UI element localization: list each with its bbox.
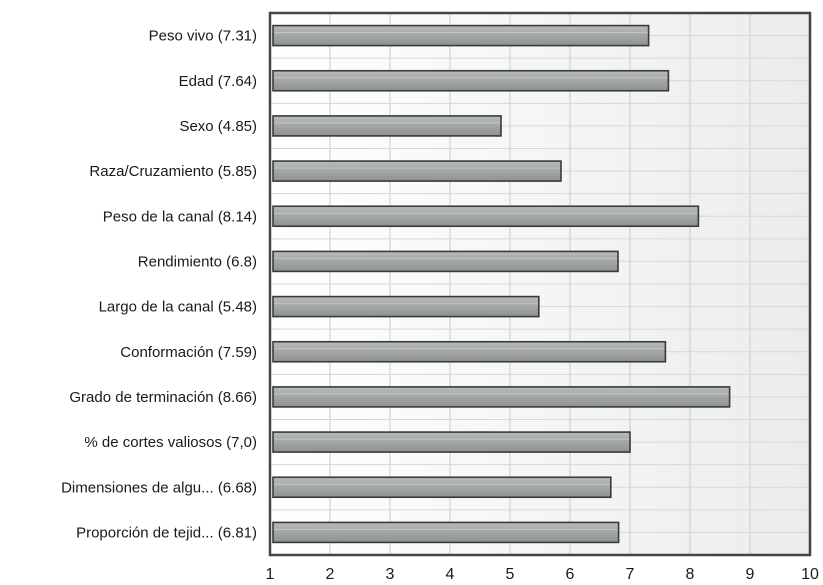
category-label: Dimensiones de algu... (6.68)	[61, 479, 257, 496]
x-tick-labels: 1 2 3 4 5 6 7 8 9 10	[266, 566, 819, 583]
category-label: Peso vivo (7.31)	[149, 28, 257, 45]
bar	[272, 250, 619, 273]
category-label: Sexo (4.85)	[179, 118, 257, 135]
bar	[272, 521, 620, 544]
category-label: Largo de la canal (5.48)	[99, 299, 257, 316]
bar	[272, 24, 650, 47]
bar	[272, 115, 502, 137]
bar	[272, 160, 562, 182]
plot-frame	[268, 11, 812, 557]
category-label: Proporción de tejid... (6.81)	[76, 524, 257, 541]
x-tick-label: 10	[801, 566, 819, 583]
category-label: Edad (7.64)	[179, 73, 257, 90]
x-tick-label: 7	[626, 566, 635, 583]
category-label: % de cortes valiosos (7,0)	[84, 434, 257, 451]
x-tick-label: 5	[506, 566, 515, 583]
x-tick-label: 3	[386, 566, 395, 583]
category-label: Grado de terminación (8.66)	[69, 389, 257, 406]
bar	[272, 69, 670, 92]
x-tick-label: 8	[686, 566, 695, 583]
bar	[272, 431, 631, 453]
x-tick-label: 4	[446, 566, 455, 583]
bar	[272, 340, 667, 363]
category-label: Raza/Cruzamiento (5.85)	[89, 163, 257, 180]
bar	[272, 205, 700, 228]
x-tick-label: 6	[566, 566, 575, 583]
category-label: Peso de la canal (8.14)	[103, 208, 257, 225]
x-tick-label: 2	[326, 566, 335, 583]
bar	[272, 386, 731, 408]
bars-group	[272, 24, 731, 544]
category-label: Rendimiento (6.8)	[138, 253, 257, 270]
bar	[272, 476, 612, 499]
x-tick-label: 9	[746, 566, 755, 583]
category-label: Conformación (7.59)	[120, 344, 257, 361]
category-labels: Peso vivo (7.31) Edad (7.64) Sexo (4.85) Ra…	[61, 28, 257, 542]
bar	[272, 295, 540, 318]
x-tick-label: 1	[266, 566, 275, 583]
